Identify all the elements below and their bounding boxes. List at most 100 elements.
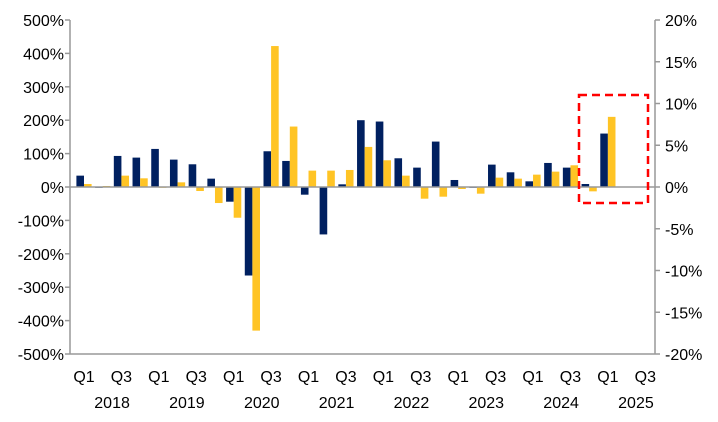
bar-yellow xyxy=(495,177,504,187)
y2-tick-label: -15% xyxy=(665,305,702,322)
x-tick-label: Q1 xyxy=(522,369,543,386)
x-tick-label: Q1 xyxy=(73,369,94,386)
x-year-label: 2025 xyxy=(618,395,654,412)
x-year-label: 2020 xyxy=(244,395,280,412)
bar-yellow xyxy=(533,174,541,187)
bar-yellow xyxy=(570,165,579,187)
bar-yellow xyxy=(458,187,466,190)
bar-navy xyxy=(169,159,178,187)
y2-tick-label: 0% xyxy=(665,180,688,197)
bar-navy xyxy=(132,157,141,187)
bar-navy xyxy=(581,183,590,187)
y2-tick-label: 15% xyxy=(665,55,697,72)
bar-navy xyxy=(151,148,159,187)
bar-navy xyxy=(394,158,403,187)
bar-navy xyxy=(544,162,552,187)
x-year-label: 2023 xyxy=(468,395,504,412)
y-tick-label: 100% xyxy=(23,147,64,164)
bar-yellow xyxy=(308,170,317,187)
bar-navy xyxy=(113,155,122,187)
x-axis: Q1 Q3 Q1 Q3 Q1 Q3 Q1 Q3 Q1 Q3 Q1 Q3 Q1 Q3 Q1 Q3 2018 2019… xyxy=(70,353,656,412)
bar-yellow xyxy=(121,175,130,187)
y-tick-label: 200% xyxy=(23,113,64,130)
y-axis-left: 500% 400% 300% 200% 100% 0% -100% -200% -300% -40… xyxy=(18,13,71,364)
bar-navy xyxy=(319,187,328,235)
bar-navy xyxy=(506,172,515,187)
x-tick-label: Q3 xyxy=(485,369,506,386)
bar-navy xyxy=(600,133,608,187)
bar-yellow xyxy=(327,170,335,187)
x-tick-label: Q3 xyxy=(335,369,356,386)
bar-yellow xyxy=(476,187,485,194)
x-tick-label: Q1 xyxy=(597,369,618,386)
bars xyxy=(70,46,655,331)
bar-navy xyxy=(244,187,253,276)
bar-navy xyxy=(431,141,440,187)
bar-navy xyxy=(357,120,365,187)
y-tick-label: 400% xyxy=(23,46,64,63)
x-tick-label: Q3 xyxy=(186,369,207,386)
y2-tick-label: 5% xyxy=(665,138,688,155)
y-tick-label: -500% xyxy=(18,347,64,364)
x-tick-label: Q1 xyxy=(148,369,169,386)
bar-navy xyxy=(562,167,571,187)
y-tick-label: -300% xyxy=(18,280,64,297)
bar-navy xyxy=(375,121,384,187)
y-tick-label: -100% xyxy=(18,213,64,230)
y-tick-label: 500% xyxy=(23,13,64,30)
y-tick-label: 300% xyxy=(23,80,64,97)
x-tick-label: Q3 xyxy=(260,369,281,386)
bar-navy xyxy=(188,164,197,187)
x-year-label: 2022 xyxy=(394,395,430,412)
bar-navy xyxy=(263,151,272,187)
x-year-label: 2024 xyxy=(543,395,579,412)
y-tick-label: -200% xyxy=(18,247,64,264)
bar-navy xyxy=(76,175,84,187)
bar-yellow xyxy=(289,126,298,187)
y2-tick-label: 10% xyxy=(665,97,697,114)
bar-navy xyxy=(450,179,459,187)
y2-tick-label: -10% xyxy=(665,264,702,281)
bar-yellow xyxy=(196,187,204,192)
x-year-label: 2021 xyxy=(319,395,355,412)
bar-navy xyxy=(207,178,215,187)
bar-navy xyxy=(226,187,234,202)
x-tick-label: Q1 xyxy=(298,369,319,386)
bar-yellow xyxy=(551,171,560,187)
x-tick-label: Q3 xyxy=(410,369,431,386)
bar-yellow xyxy=(439,187,448,197)
y2-tick-label: 20% xyxy=(665,13,697,30)
bar-yellow xyxy=(607,116,616,187)
bar-navy xyxy=(525,181,534,187)
y2-tick-label: -20% xyxy=(665,347,702,364)
bar-navy xyxy=(300,187,309,195)
bar-yellow xyxy=(514,178,522,187)
bar-navy xyxy=(338,184,346,187)
y-axis-right: 20% 15% 10% 5% 0% -5% -10% -15% -20% xyxy=(654,13,702,364)
y-tick-label: 0% xyxy=(41,180,64,197)
bar-yellow xyxy=(214,187,223,204)
x-tick-label: Q1 xyxy=(448,369,469,386)
x-year-label: 2019 xyxy=(169,395,205,412)
bar-navy xyxy=(413,167,421,187)
bar-navy xyxy=(488,164,496,187)
bar-yellow xyxy=(345,169,354,187)
x-tick-label: Q3 xyxy=(560,369,581,386)
bar-yellow xyxy=(84,183,92,187)
highlight-box xyxy=(577,93,650,205)
bar-yellow xyxy=(420,187,429,199)
bar-yellow xyxy=(589,187,597,192)
bar-yellow xyxy=(402,175,410,187)
bar-navy xyxy=(282,160,290,187)
x-tick-label: Q3 xyxy=(635,369,656,386)
bar-yellow xyxy=(383,160,391,187)
bar-yellow xyxy=(233,187,242,218)
bar-yellow xyxy=(252,187,260,331)
x-year-label: 2018 xyxy=(94,395,130,412)
bar-yellow xyxy=(271,46,279,187)
bar-yellow xyxy=(140,178,148,187)
y-tick-label: -400% xyxy=(18,314,64,331)
y2-tick-label: -5% xyxy=(665,222,693,239)
x-tick-label: Q1 xyxy=(223,369,244,386)
